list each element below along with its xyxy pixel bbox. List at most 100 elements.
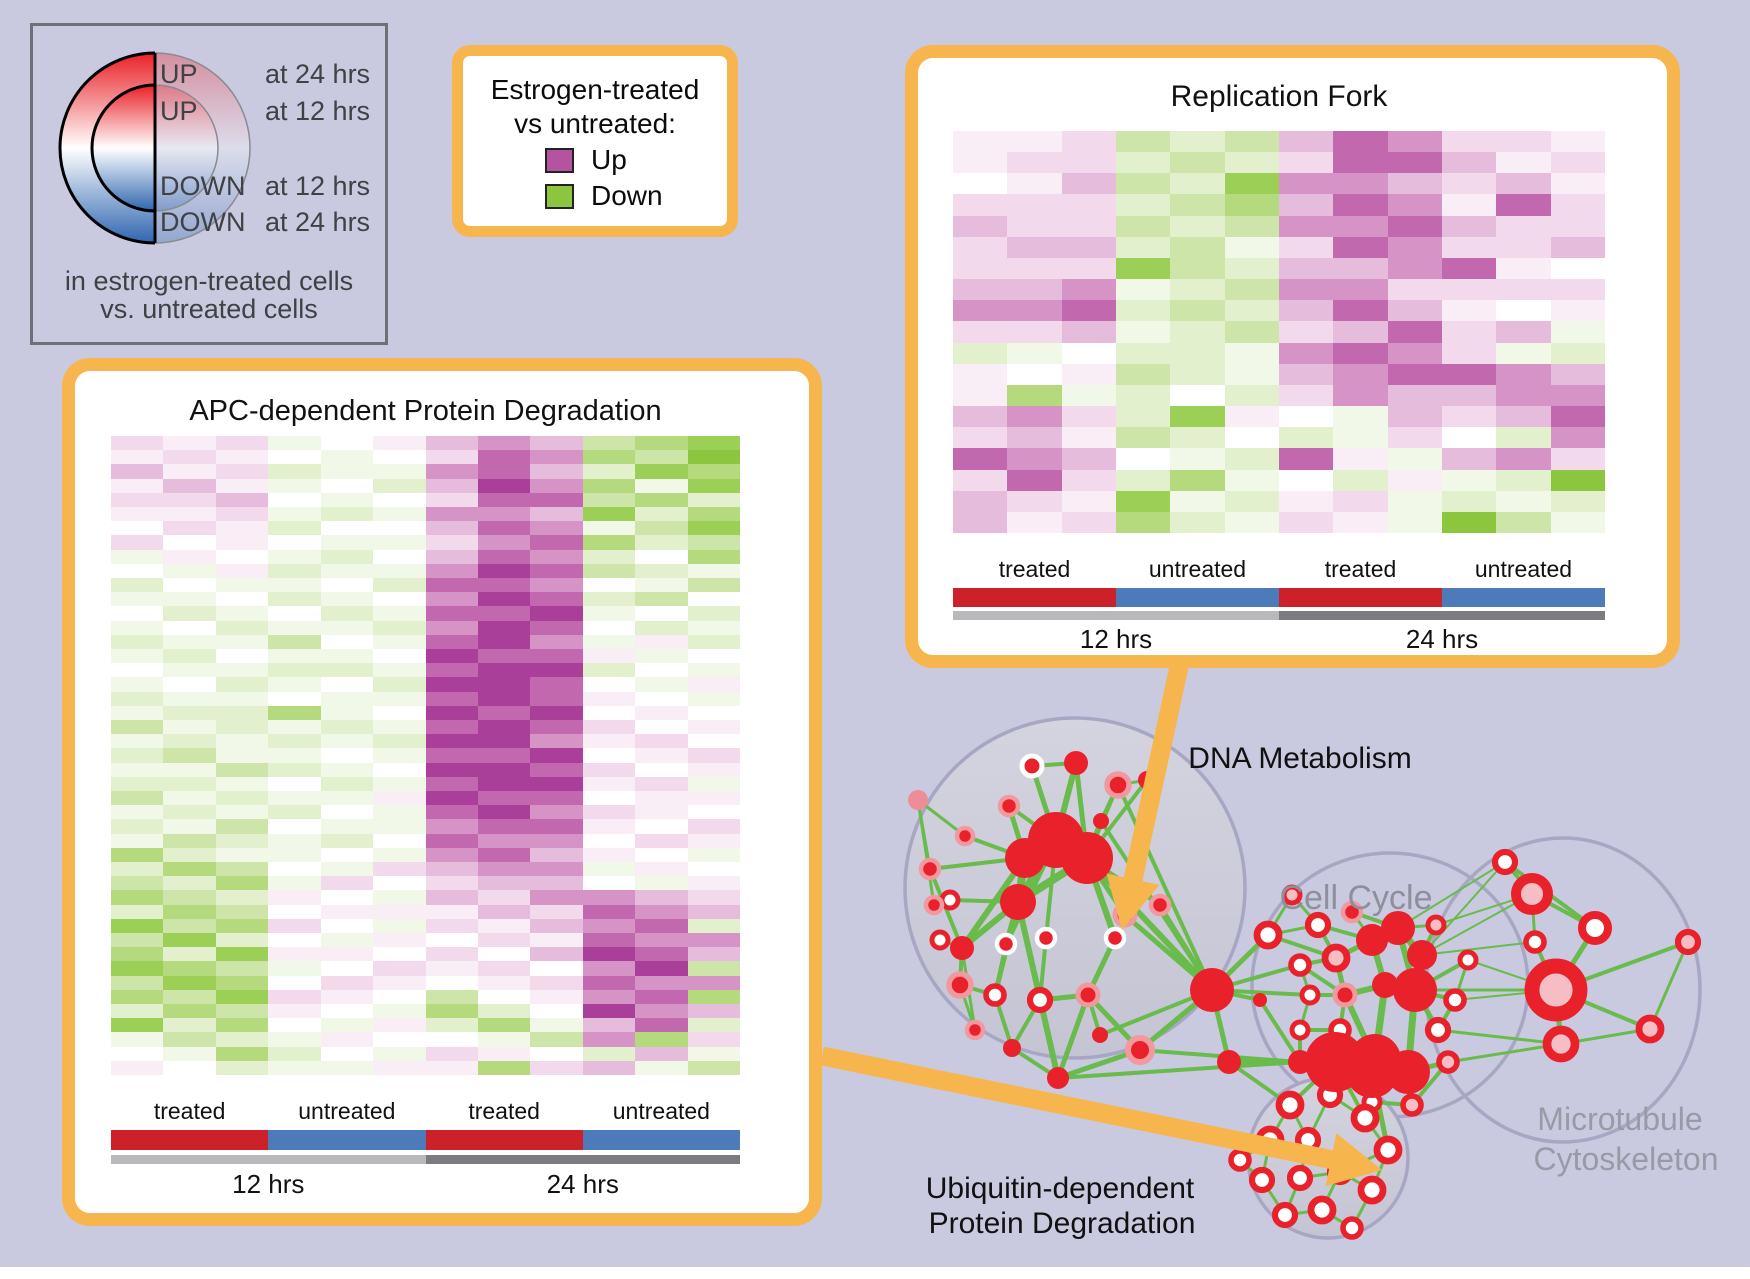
- network-node: [1372, 972, 1398, 998]
- legend-footer-line2: vs. untreated cells: [100, 294, 318, 324]
- heatmap-cell: [1550, 448, 1605, 470]
- network-node: [1299, 984, 1321, 1006]
- heatmap-cell: [215, 549, 269, 564]
- cluster-label: DNA Metabolism: [1188, 742, 1411, 775]
- network-node: [1425, 914, 1447, 936]
- heatmap-cell: [1550, 384, 1605, 407]
- heatmap-cell: [687, 506, 740, 522]
- heatmap-cell: [320, 762, 374, 777]
- heatmap-cell: [687, 861, 740, 877]
- heatmap-cell: [1441, 279, 1497, 301]
- network-node: [1005, 838, 1045, 878]
- heatmap-cell: [425, 734, 478, 749]
- heatmap-cell: [1115, 152, 1171, 174]
- heatmap-cell: [530, 1003, 583, 1019]
- heatmap-cell: [582, 904, 636, 919]
- heatmap-cell: [1170, 131, 1225, 153]
- network-edge: [1421, 893, 1533, 956]
- heatmap-cell: [530, 989, 583, 1004]
- heatmap-cell: [1441, 215, 1497, 237]
- heatmap-cell: [320, 634, 374, 649]
- heatmap-cell: [687, 847, 740, 862]
- heatmap-cell: [425, 819, 478, 834]
- heatmap-cell: [582, 876, 636, 891]
- heatmap-cell: [530, 478, 583, 493]
- network-node: [1271, 1201, 1299, 1229]
- heatmap-cell: [687, 805, 740, 820]
- heatmap-cell: [320, 677, 374, 692]
- network-node: [1400, 1093, 1424, 1117]
- heatmap-cell: [425, 521, 478, 536]
- timepoint-legend-box: UP at 24 hrs UP at 12 hrs DOWN at 12 hrs…: [30, 23, 388, 345]
- updown-legend-title1: Estrogen-treated: [490, 74, 700, 105]
- heatmap-cell: [530, 975, 583, 990]
- network-node: [1288, 953, 1312, 977]
- heatmap-cell: [687, 705, 740, 720]
- network-node: [1289, 1019, 1311, 1041]
- heatmap-cell: [530, 705, 583, 720]
- heatmap-cell: [687, 648, 740, 664]
- heatmap-cell: [582, 989, 636, 1004]
- network-node: [1064, 751, 1088, 775]
- heatmap-cell: [953, 279, 1008, 301]
- network-node: [1436, 1050, 1460, 1074]
- heatmap-cell: [1496, 384, 1551, 407]
- heatmap-cell: [111, 1003, 164, 1019]
- heatmap-cell: [268, 904, 321, 919]
- heatmap-cell: [425, 932, 478, 948]
- heatmap-cell: [635, 620, 688, 635]
- heatmap-cell: [163, 904, 216, 919]
- heatmap-cell: [582, 734, 636, 749]
- heatmap-cell: [1496, 279, 1551, 301]
- heatmap-cell: [582, 464, 636, 479]
- heatmap-cell: [477, 648, 531, 664]
- heatmap-cell: [687, 1060, 740, 1075]
- network-node: [994, 932, 1018, 956]
- heatmap-cell: [163, 648, 216, 664]
- heatmap-cell: [1333, 406, 1388, 428]
- heatmap-cell: [268, 989, 321, 1004]
- heatmap-cell: [215, 648, 269, 664]
- heatmap-cell: [1496, 194, 1551, 216]
- heatmap-cell: [215, 1060, 269, 1075]
- network-node: [1381, 911, 1415, 945]
- heatmap-cell: [1115, 173, 1171, 195]
- heatmap-cell: [1387, 406, 1442, 428]
- heatmap-cell: [215, 464, 269, 479]
- heatmap-cell: [635, 1060, 688, 1075]
- network-edge: [1447, 1042, 1562, 1064]
- heatmap-cell: [1278, 300, 1334, 322]
- heatmap-cell: [215, 861, 269, 877]
- network-node: [1019, 753, 1045, 779]
- heatmap-cell: [635, 1032, 688, 1047]
- heatmap-cell: [373, 478, 426, 493]
- heatmap-cell: [111, 861, 164, 877]
- heatmap-cell: [111, 748, 164, 763]
- heatmap-cell: [530, 876, 583, 891]
- heatmap-cell: [215, 705, 269, 720]
- heatmap-cell: [320, 776, 374, 791]
- heatmap-cell: [687, 1003, 740, 1019]
- heatmap-cell: [530, 890, 583, 905]
- rf-title: Replication Fork: [1170, 80, 1388, 113]
- heatmap-cell: [635, 691, 688, 706]
- heatmap-cell: [687, 819, 740, 834]
- network-node: [1457, 949, 1479, 971]
- heatmap-cell: [111, 762, 164, 777]
- heatmap-cell: [530, 1046, 583, 1061]
- rf-treatment-bars: [953, 588, 1605, 607]
- heatmap-cell: [268, 776, 321, 791]
- network-node: [1104, 771, 1132, 799]
- heatmap-cell: [268, 1032, 321, 1047]
- heatmap-cell: [635, 833, 688, 848]
- heatmap-cell: [1007, 511, 1062, 533]
- heatmap-cell: [163, 861, 216, 877]
- apc-time-bars: [111, 1155, 740, 1164]
- heatmap-cell: [320, 1018, 374, 1033]
- heatmap-cell: [1387, 215, 1442, 237]
- heatmap-cell: [320, 876, 374, 891]
- heatmap-cell: [373, 677, 426, 692]
- heatmap-cell: [111, 620, 164, 635]
- heatmap-cell: [425, 776, 478, 791]
- heatmap-cell: [425, 677, 478, 692]
